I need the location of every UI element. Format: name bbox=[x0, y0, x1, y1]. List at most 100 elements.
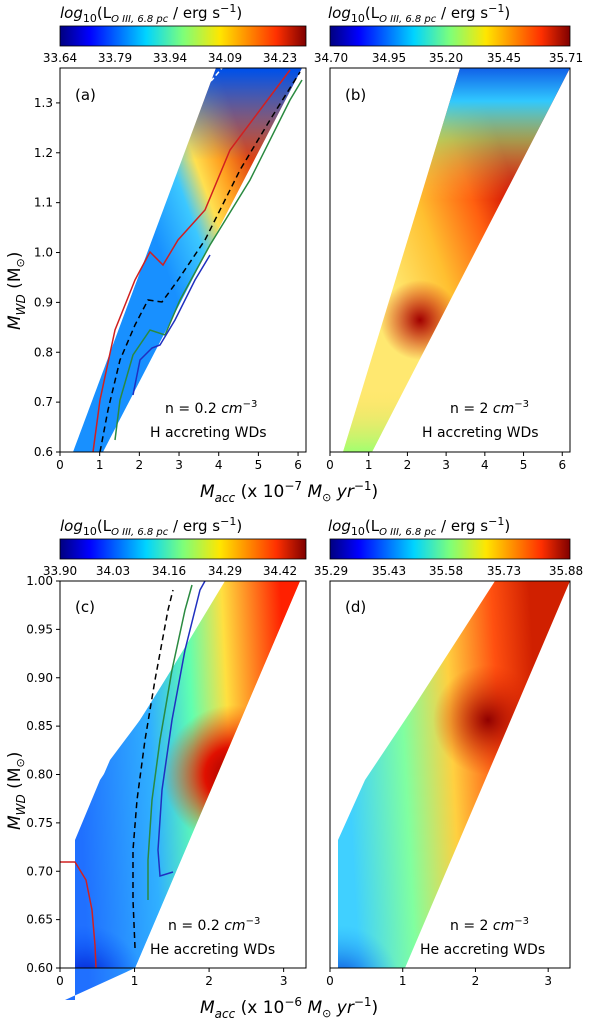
cb-b-log: log bbox=[328, 4, 351, 22]
y-tick-label: 0.70 bbox=[26, 864, 53, 878]
colorbar-b-title: log10(LO III, 6.8 pc / erg s−1) bbox=[328, 2, 510, 25]
bottom-xlabel-close: ) bbox=[372, 998, 379, 1018]
colorbar-d: log10(LO III, 6.8 pc / erg s−1) 35.29 35… bbox=[314, 515, 583, 578]
bottom-xlabel: Macc (x 10−6 M⊙ yr−1) bbox=[200, 995, 378, 1021]
cb-a-sub10: 10 bbox=[83, 12, 97, 25]
cb-d-tick: 35.88 bbox=[549, 564, 583, 578]
panel-a-frame bbox=[59, 67, 307, 453]
y-tick-label: 0.95 bbox=[26, 622, 53, 636]
colorbar-b-ticks: 34.70 34.95 35.20 35.45 35.71 bbox=[314, 51, 583, 65]
cb-d-tick: 35.29 bbox=[314, 564, 348, 578]
cb-b-exp: −1 bbox=[488, 2, 504, 15]
top-ylabel: MWD (M⊙) bbox=[5, 252, 28, 330]
panel-a-contour-green bbox=[114, 79, 303, 441]
panel-d: (d) n = 2 cm−3 He accreting WDs bbox=[329, 580, 571, 969]
panel-d-cold-region bbox=[338, 581, 570, 968]
panel-a-contour-blue bbox=[132, 254, 211, 396]
bottom-xlabel-rest: (x 10 bbox=[235, 998, 284, 1018]
x-tick-label: 6 bbox=[558, 458, 566, 472]
panel-a-label: (a) bbox=[75, 86, 96, 104]
y-tick-label: 1.3 bbox=[34, 96, 53, 110]
colorbar-d-title: log10(LO III, 6.8 pc / erg s−1) bbox=[328, 515, 510, 538]
panel-c-label: (c) bbox=[75, 598, 95, 616]
bottom-xlabel-units2: yr bbox=[331, 998, 354, 1018]
panel-c-unit: cm bbox=[224, 918, 245, 934]
panel-b-annotation-type: H accreting WDs bbox=[422, 425, 539, 441]
x-tick-label: 0 bbox=[326, 974, 334, 988]
top-ylabel-rest: (M bbox=[5, 268, 25, 295]
cb-d-tick: 35.58 bbox=[429, 564, 463, 578]
panel-d-exp: −3 bbox=[514, 916, 529, 927]
cb-d-sub: O III, 6.8 pc bbox=[379, 527, 437, 538]
panel-a-exp: −3 bbox=[243, 399, 258, 410]
top-xlabel-exp: −7 bbox=[284, 479, 302, 493]
bottom-ylabel: MWD (M⊙) bbox=[5, 752, 28, 830]
panel-c-contour-blue bbox=[157, 580, 206, 877]
colorbar-a-ticks: 33.64 33.79 33.94 34.09 34.23 bbox=[43, 51, 297, 65]
bottom-xlabel-sun: ⊙ bbox=[322, 1007, 331, 1020]
panel-a-annotation-density: n = 0.2 cm−3 bbox=[165, 399, 257, 417]
panel-a-contour-white-dashed bbox=[157, 67, 223, 113]
cb-a-tick: 33.64 bbox=[43, 51, 77, 65]
colorbar-d-bar bbox=[329, 538, 571, 560]
top-xlabel-rest: (x 10 bbox=[235, 482, 284, 502]
bottom-ylabel-sub: WD bbox=[14, 794, 28, 815]
colorbar-c-title: log10(LO III, 6.8 pc / erg s−1) bbox=[60, 515, 242, 538]
cb-c-sub: O III, 6.8 pc bbox=[111, 527, 169, 538]
top-xlabel-units: M bbox=[302, 482, 322, 502]
panel-b-frame bbox=[329, 67, 571, 453]
panel-a-unit: cm bbox=[221, 401, 242, 417]
y-tick-label: 1.2 bbox=[34, 146, 53, 160]
colorbar-c: log10(LO III, 6.8 pc / erg s−1) 33.90 34… bbox=[43, 515, 307, 578]
x-tick-label: 3 bbox=[544, 974, 552, 988]
y-tick-label: 0.80 bbox=[26, 768, 53, 782]
panel-a: (a) n = 0.2 cm−3 H accreting WDs bbox=[59, 67, 307, 453]
x-tick-label: 2 bbox=[136, 458, 144, 472]
y-tick-label: 0.75 bbox=[26, 816, 53, 830]
cb-b-tick: 34.70 bbox=[314, 51, 348, 65]
y-tick-label: 0.90 bbox=[26, 671, 53, 685]
panel-c-n: n = 0.2 bbox=[168, 918, 224, 934]
top-ylabel-main: M bbox=[5, 315, 25, 330]
y-tick-label: 0.65 bbox=[26, 913, 53, 927]
cb-d-paren: (L bbox=[365, 517, 380, 535]
x-tick-label: 5 bbox=[520, 458, 528, 472]
panel-a-contour-red-outer bbox=[92, 69, 291, 453]
x-tick-label: 6 bbox=[294, 458, 302, 472]
top-xlabel-sub: acc bbox=[215, 491, 236, 505]
bottom-ylabel-close: ) bbox=[5, 752, 25, 759]
x-tick-label: 1 bbox=[131, 974, 139, 988]
y-tick-label: 1.1 bbox=[34, 196, 53, 210]
x-tick-label: 1 bbox=[96, 458, 104, 472]
panel-c-contour-red bbox=[60, 861, 97, 969]
cb-a-tick: 34.23 bbox=[263, 51, 297, 65]
x-tick-label: 5 bbox=[255, 458, 263, 472]
cb-a-exp: −1 bbox=[220, 2, 236, 15]
panel-c-annotation-density: n = 0.2 cm−3 bbox=[168, 916, 260, 934]
cb-c-tick: 34.42 bbox=[263, 564, 297, 578]
cb-a-tick: 33.79 bbox=[98, 51, 132, 65]
cb-b-tick: 35.20 bbox=[429, 51, 463, 65]
cb-b-tick: 35.71 bbox=[549, 51, 583, 65]
x-tick-label: 4 bbox=[481, 458, 489, 472]
cb-d-close: ) bbox=[504, 517, 510, 535]
cb-a-tail: / erg s bbox=[168, 4, 220, 22]
top-ylabel-sun: ⊙ bbox=[14, 258, 27, 267]
top-xlabel-main: M bbox=[200, 482, 215, 502]
top-ylabel-sub: WD bbox=[14, 294, 28, 315]
y-tick-label: 0.60 bbox=[26, 961, 53, 975]
cb-c-tick: 34.29 bbox=[208, 564, 242, 578]
panel-b-unit: cm bbox=[493, 401, 514, 417]
cb-d-tick: 35.73 bbox=[487, 564, 521, 578]
y-tick-label: 0.9 bbox=[34, 295, 53, 309]
cb-c-tick: 34.03 bbox=[96, 564, 130, 578]
top-ylabel-close: ) bbox=[5, 252, 25, 259]
panel-c-annotation-type: He accreting WDs bbox=[150, 942, 275, 958]
cb-c-tick: 34.16 bbox=[152, 564, 186, 578]
cb-a-tick: 34.09 bbox=[208, 51, 242, 65]
panel-b-exp: −3 bbox=[514, 399, 529, 410]
bottom-xlabel-exp2: −1 bbox=[354, 995, 372, 1009]
panel-d-unit: cm bbox=[493, 918, 514, 934]
cb-a-close: ) bbox=[236, 4, 242, 22]
